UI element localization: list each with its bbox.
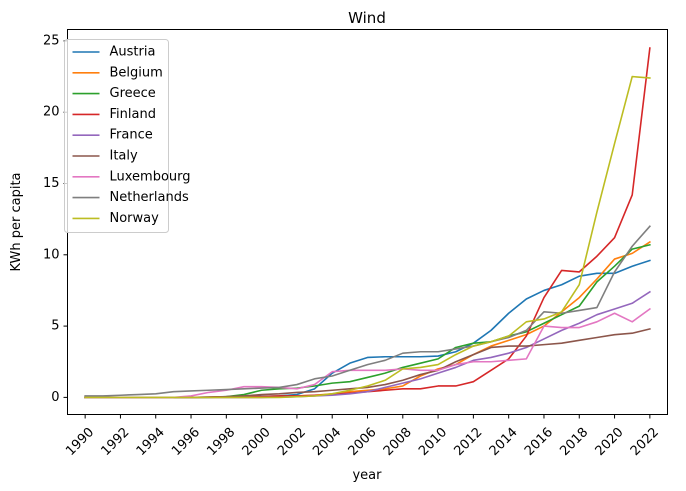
y-tick-label: 20 [43,105,60,120]
chart-title: Wind [348,9,386,27]
legend-label-luxembourg: Luxembourg [110,169,191,184]
legend-label-greece: Greece [110,86,156,101]
legend-label-italy: Italy [110,149,139,164]
plot-lines [84,47,651,399]
legend-label-norway: Norway [110,211,160,226]
series-line-netherlands [84,225,651,397]
legend-label-austria: Austria [110,45,156,60]
x-axis-label: year [352,468,382,483]
y-axis-label: KWh per capita [9,172,24,271]
y-tick-label: 25 [43,33,60,48]
y-tick-label: 5 [51,319,59,334]
chart-legend: Austria Belgium Greece Finland France Italy Lu… [64,39,191,233]
y-tick-label: 0 [51,390,59,405]
legend-label-finland: Finland [110,107,156,122]
legend-label-france: France [110,128,153,143]
legend-box [64,39,169,233]
y-tick-label: 15 [43,176,60,191]
series-line-norway [84,75,651,399]
legend-label-belgium: Belgium [110,65,163,80]
y-tick-label: 10 [43,247,60,262]
legend-label-netherlands: Netherlands [110,190,189,205]
y-axis: 0 5 10 15 20 25 [43,33,68,405]
